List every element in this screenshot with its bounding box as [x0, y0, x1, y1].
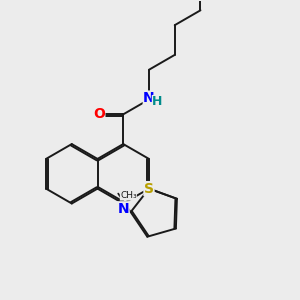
Text: O: O — [93, 107, 105, 121]
Text: S: S — [144, 182, 154, 196]
Text: N: N — [143, 91, 155, 105]
Text: N: N — [117, 202, 129, 216]
Text: H: H — [152, 95, 163, 108]
Text: CH₃: CH₃ — [120, 191, 136, 200]
